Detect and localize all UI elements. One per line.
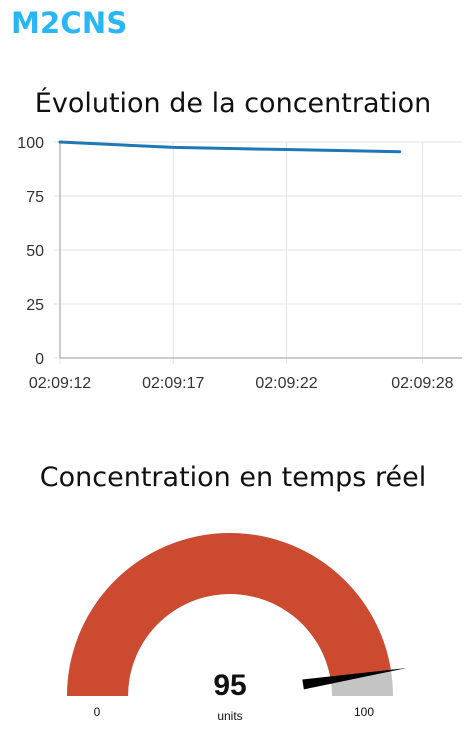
concentration-line-chart: 0 25 50 75 100 02:09:12 02:09:17 02:09:22 02:09:… [17, 135, 462, 392]
gauge-fill [67, 533, 391, 696]
y-tick-label: 25 [26, 297, 44, 314]
x-tick-label: 02:09:22 [255, 375, 317, 392]
x-tick-label: 02:09:17 [142, 375, 204, 392]
gauge-max-label: 100 [354, 705, 374, 719]
gauge-needle [302, 667, 407, 690]
app-title: M2CNS [11, 6, 128, 40]
series-line [58, 140, 402, 154]
chart-grid [54, 141, 462, 364]
gauge-value: 95 [213, 669, 246, 702]
chart-title: Évolution de la concentration [34, 88, 432, 119]
y-tick-label: 75 [26, 189, 44, 206]
chart-axes [59, 142, 462, 359]
concentration-gauge: 95 units 0 100 [67, 533, 407, 723]
y-tick-label: 50 [26, 243, 44, 260]
gauge-min-label: 0 [94, 705, 101, 719]
y-tick-label: 100 [17, 135, 44, 152]
x-tick-label: 02:09:28 [391, 375, 453, 392]
y-tick-label: 0 [35, 351, 44, 368]
gauge-units: units [217, 709, 242, 723]
chart-series [58, 140, 402, 154]
gauge-title: Concentration en temps réel [39, 462, 427, 493]
x-tick-label: 02:09:12 [29, 375, 91, 392]
chart-tick-labels: 0 25 50 75 100 02:09:12 02:09:17 02:09:22 02:09:… [17, 135, 453, 392]
